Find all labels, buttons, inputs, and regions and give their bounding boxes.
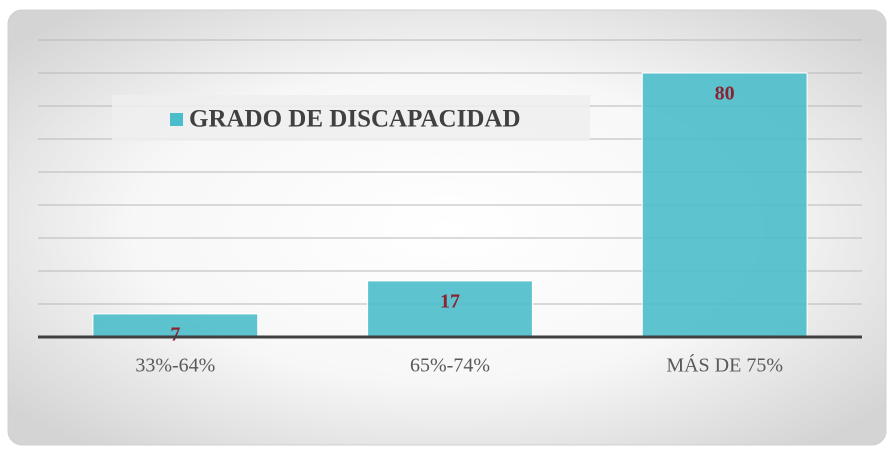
data-label: 17 — [440, 290, 460, 312]
data-label: 80 — [715, 83, 735, 105]
x-tick-label: MÁS DE 75% — [666, 354, 783, 377]
data-label: 7 — [170, 323, 180, 345]
legend-swatch — [170, 113, 183, 126]
bar — [641, 72, 808, 338]
x-tick-label: 33%-64% — [135, 355, 215, 377]
legend-label: GRADO DE DISCAPACIDAD — [189, 106, 521, 133]
legend-box — [112, 95, 590, 141]
x-tick-label: 65%-74% — [410, 355, 490, 377]
